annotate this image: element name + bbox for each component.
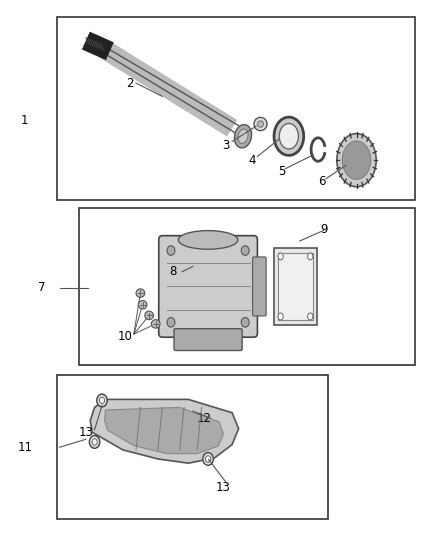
Text: 3: 3 <box>222 139 229 152</box>
Ellipse shape <box>274 117 304 156</box>
Ellipse shape <box>258 121 264 127</box>
Bar <box>278 253 313 320</box>
Ellipse shape <box>178 231 238 249</box>
Text: 7: 7 <box>39 281 46 294</box>
Bar <box>57 17 416 200</box>
Ellipse shape <box>241 246 249 255</box>
Ellipse shape <box>138 301 147 309</box>
FancyBboxPatch shape <box>174 329 242 351</box>
Ellipse shape <box>99 397 105 403</box>
Text: 10: 10 <box>118 330 133 343</box>
Bar <box>274 248 317 325</box>
FancyBboxPatch shape <box>159 236 258 337</box>
Ellipse shape <box>167 246 175 255</box>
Text: 2: 2 <box>126 77 133 90</box>
Text: 6: 6 <box>318 175 325 188</box>
Ellipse shape <box>136 289 145 297</box>
Ellipse shape <box>92 439 97 445</box>
Polygon shape <box>105 407 223 454</box>
Bar <box>79 208 416 365</box>
Polygon shape <box>90 399 239 463</box>
Ellipse shape <box>307 253 313 260</box>
Text: 12: 12 <box>196 411 211 424</box>
Ellipse shape <box>337 134 376 187</box>
Text: 13: 13 <box>78 426 93 439</box>
Ellipse shape <box>97 394 107 407</box>
Text: 13: 13 <box>216 481 231 494</box>
Ellipse shape <box>203 453 213 465</box>
Ellipse shape <box>254 117 267 131</box>
Ellipse shape <box>145 311 153 320</box>
Ellipse shape <box>278 253 283 260</box>
Ellipse shape <box>205 456 211 462</box>
Ellipse shape <box>151 320 160 328</box>
Ellipse shape <box>234 125 251 148</box>
Ellipse shape <box>167 318 175 327</box>
Ellipse shape <box>241 318 249 327</box>
Ellipse shape <box>238 129 248 143</box>
Ellipse shape <box>343 141 371 179</box>
Ellipse shape <box>279 124 298 149</box>
Text: 1: 1 <box>21 114 28 127</box>
Ellipse shape <box>307 313 313 320</box>
Ellipse shape <box>278 313 283 320</box>
Text: 8: 8 <box>170 265 177 278</box>
Text: 9: 9 <box>320 223 328 236</box>
Ellipse shape <box>89 435 100 448</box>
Text: 4: 4 <box>248 154 255 167</box>
FancyBboxPatch shape <box>253 257 266 316</box>
Text: 11: 11 <box>17 441 32 454</box>
Bar <box>57 375 328 519</box>
Text: 5: 5 <box>279 165 286 179</box>
